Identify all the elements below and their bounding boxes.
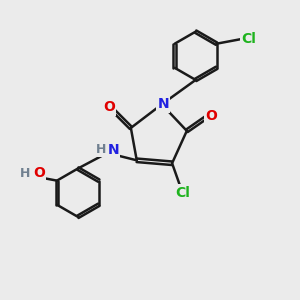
Text: Cl: Cl [175,186,190,200]
Text: O: O [103,100,115,114]
Text: N: N [158,98,169,111]
Text: O: O [33,166,45,180]
Text: O: O [205,109,217,123]
Text: H: H [96,143,106,156]
Text: N: N [107,143,119,157]
Text: H: H [20,167,30,180]
Text: Cl: Cl [241,32,256,46]
